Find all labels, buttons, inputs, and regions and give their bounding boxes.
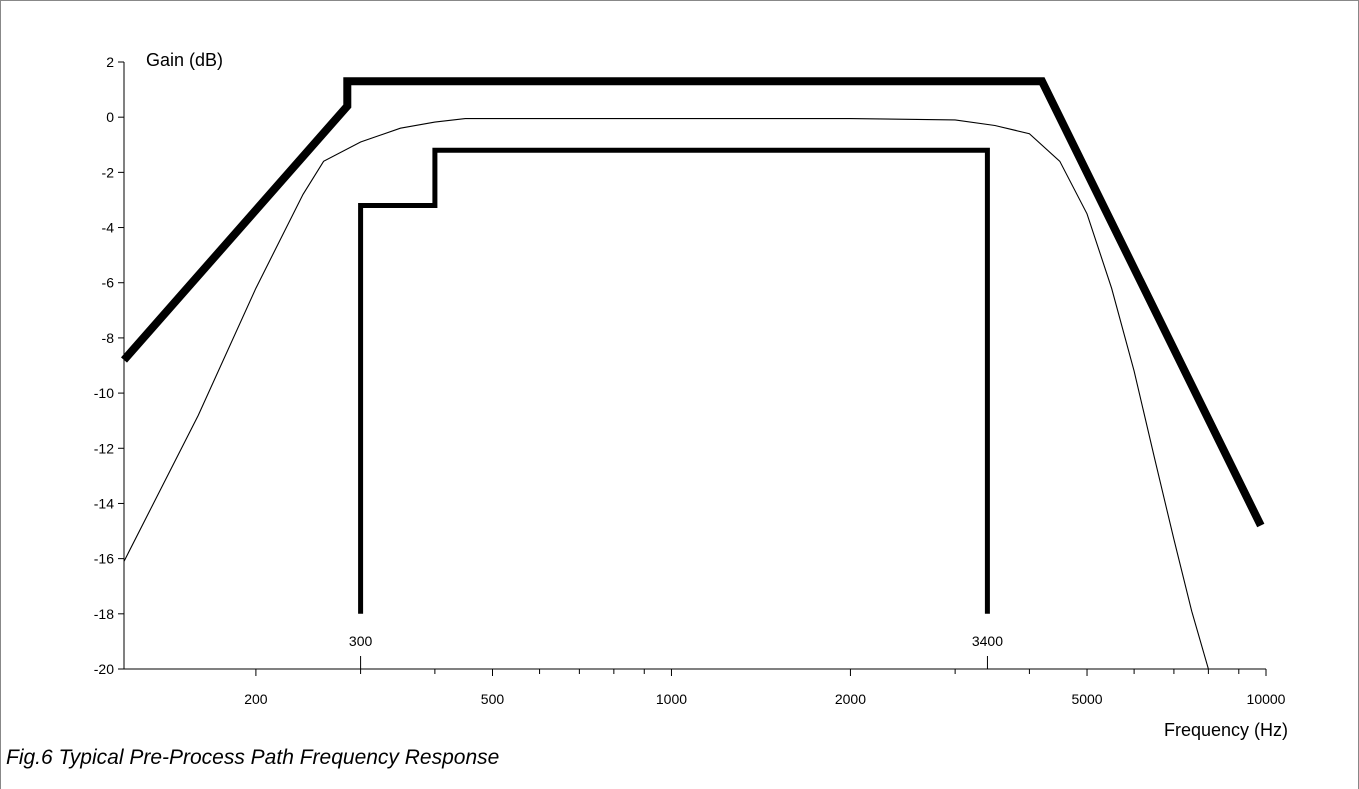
y-tick-label: -20 [94,661,114,677]
frequency-marker-label: 300 [349,633,373,649]
x-tick-label: 200 [244,691,268,707]
series-layer [120,77,1265,670]
y-tick-label: 2 [106,54,114,70]
y-tick-label: -18 [94,606,114,622]
y-tick-label: -4 [102,220,115,236]
x-tick-label: 10000 [1247,691,1286,707]
x-axis: 200 500 1000 2000 5000 10000 [124,668,1286,707]
lower-limit-line [358,147,990,614]
annotation-layer: 300 3400 [349,633,1003,669]
y-tick-label: -10 [94,385,114,401]
x-tick-label: 1000 [656,691,687,707]
upper-limit-line [120,77,1265,528]
y-tick-label: -12 [94,440,114,456]
x-tick-label: 500 [481,691,505,707]
y-axis: 2 0 -2 -4 -6 -8 -10 -12 -14 -16 -18 -20 [94,54,125,677]
x-axis-title: Frequency (Hz) [1164,720,1288,740]
y-tick-label: 0 [106,109,114,125]
y-tick-label: -14 [94,495,114,511]
y-tick-label: -6 [102,275,115,291]
x-tick-label: 2000 [835,691,866,707]
y-tick-label: -16 [94,551,114,567]
x-tick-label: 5000 [1071,691,1102,707]
typical-response-line [123,118,1209,670]
y-tick-label: -8 [102,330,115,346]
frequency-marker-label: 3400 [972,633,1003,649]
y-axis-title: Gain (dB) [146,50,223,70]
figure-caption: Fig.6 Typical Pre-Process Path Frequency… [6,746,500,769]
y-tick-label: -2 [102,164,115,180]
